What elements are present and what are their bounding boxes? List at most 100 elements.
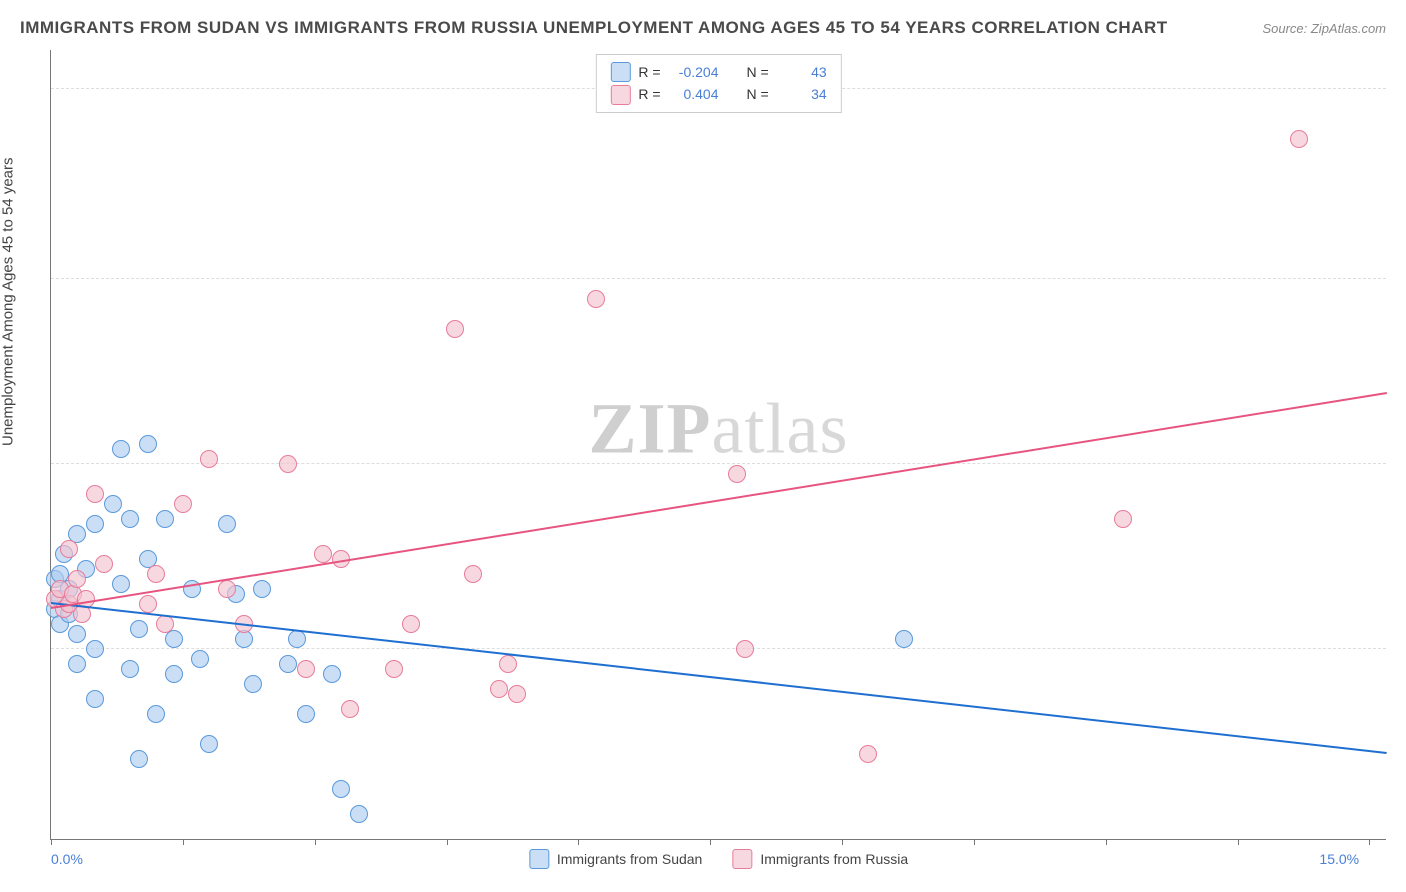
data-point-russia: [728, 465, 746, 483]
y-axis-label: Unemployment Among Ages 45 to 54 years: [0, 157, 17, 446]
data-point-sudan: [191, 650, 209, 668]
data-point-sudan: [156, 510, 174, 528]
legend-swatch: [610, 62, 630, 82]
data-point-russia: [736, 640, 754, 658]
legend-swatch: [610, 85, 630, 105]
data-point-russia: [490, 680, 508, 698]
legend-row-russia: R = 0.404 N = 34: [610, 83, 826, 105]
data-point-sudan: [86, 515, 104, 533]
correlation-legend: R = -0.204 N = 43 R = 0.404 N = 34: [595, 54, 841, 113]
y-tick-label: 11.2%: [1391, 271, 1406, 287]
x-tick: [315, 839, 316, 845]
data-point-sudan: [279, 655, 297, 673]
x-tick: [447, 839, 448, 845]
y-tick-label: 3.8%: [1391, 641, 1406, 657]
n-label: N =: [747, 61, 769, 83]
data-point-sudan: [288, 630, 306, 648]
y-tick-label: 7.5%: [1391, 456, 1406, 472]
data-point-sudan: [165, 630, 183, 648]
data-point-russia: [279, 455, 297, 473]
x-tick: [578, 839, 579, 845]
x-axis-label: 15.0%: [1319, 851, 1359, 867]
data-point-russia: [508, 685, 526, 703]
data-point-sudan: [121, 510, 139, 528]
data-point-russia: [1290, 130, 1308, 148]
data-point-russia: [68, 570, 86, 588]
data-point-russia: [341, 700, 359, 718]
data-point-sudan: [112, 575, 130, 593]
data-point-russia: [1114, 510, 1132, 528]
legend-swatch: [529, 849, 549, 869]
x-tick: [710, 839, 711, 845]
source-label: Source: ZipAtlas.com: [1262, 21, 1386, 36]
legend-swatch: [732, 849, 752, 869]
data-point-russia: [218, 580, 236, 598]
data-point-sudan: [323, 665, 341, 683]
data-point-russia: [385, 660, 403, 678]
data-point-russia: [464, 565, 482, 583]
data-point-sudan: [200, 735, 218, 753]
series-legend: Immigrants from Sudan Immigrants from Rus…: [529, 849, 908, 869]
n-value: 34: [777, 83, 827, 105]
data-point-sudan: [104, 495, 122, 513]
data-point-sudan: [121, 660, 139, 678]
data-point-sudan: [68, 625, 86, 643]
r-value: 0.404: [669, 83, 719, 105]
legend-row-sudan: R = -0.204 N = 43: [610, 61, 826, 83]
data-point-russia: [60, 540, 78, 558]
data-point-russia: [402, 615, 420, 633]
watermark: ZIPatlas: [589, 387, 849, 470]
data-point-sudan: [112, 440, 130, 458]
data-point-sudan: [332, 780, 350, 798]
data-point-russia: [147, 565, 165, 583]
x-tick: [1106, 839, 1107, 845]
x-tick: [1238, 839, 1239, 845]
data-point-russia: [174, 495, 192, 513]
data-point-russia: [95, 555, 113, 573]
data-point-sudan: [68, 655, 86, 673]
data-point-sudan: [350, 805, 368, 823]
x-tick: [842, 839, 843, 845]
data-point-russia: [200, 450, 218, 468]
x-axis-label: 0.0%: [51, 851, 83, 867]
data-point-sudan: [218, 515, 236, 533]
gridline: [51, 278, 1386, 279]
n-label: N =: [747, 83, 769, 105]
legend-item-russia: Immigrants from Russia: [732, 849, 908, 869]
data-point-russia: [156, 615, 174, 633]
data-point-sudan: [253, 580, 271, 598]
x-tick: [183, 839, 184, 845]
data-point-russia: [499, 655, 517, 673]
data-point-sudan: [86, 640, 104, 658]
y-tick-label: 15.0%: [1391, 81, 1406, 97]
data-point-russia: [139, 595, 157, 613]
data-point-russia: [587, 290, 605, 308]
x-tick: [974, 839, 975, 845]
data-point-sudan: [130, 620, 148, 638]
data-point-sudan: [130, 750, 148, 768]
chart-title: IMMIGRANTS FROM SUDAN VS IMMIGRANTS FROM…: [20, 18, 1168, 38]
legend-item-sudan: Immigrants from Sudan: [529, 849, 703, 869]
data-point-russia: [297, 660, 315, 678]
data-point-sudan: [297, 705, 315, 723]
legend-label: Immigrants from Sudan: [557, 851, 703, 867]
r-value: -0.204: [669, 61, 719, 83]
gridline: [51, 648, 1386, 649]
data-point-sudan: [139, 435, 157, 453]
data-point-sudan: [86, 690, 104, 708]
data-point-russia: [86, 485, 104, 503]
r-label: R =: [638, 83, 660, 105]
data-point-sudan: [147, 705, 165, 723]
data-point-russia: [446, 320, 464, 338]
data-point-sudan: [165, 665, 183, 683]
legend-label: Immigrants from Russia: [760, 851, 908, 867]
x-tick: [51, 839, 52, 845]
data-point-sudan: [244, 675, 262, 693]
data-point-russia: [859, 745, 877, 763]
r-label: R =: [638, 61, 660, 83]
n-value: 43: [777, 61, 827, 83]
scatter-plot: ZIPatlas 3.8%7.5%11.2%15.0%0.0%15.0%R =-…: [50, 50, 1386, 840]
x-tick: [1369, 839, 1370, 845]
data-point-sudan: [895, 630, 913, 648]
data-point-russia: [314, 545, 332, 563]
